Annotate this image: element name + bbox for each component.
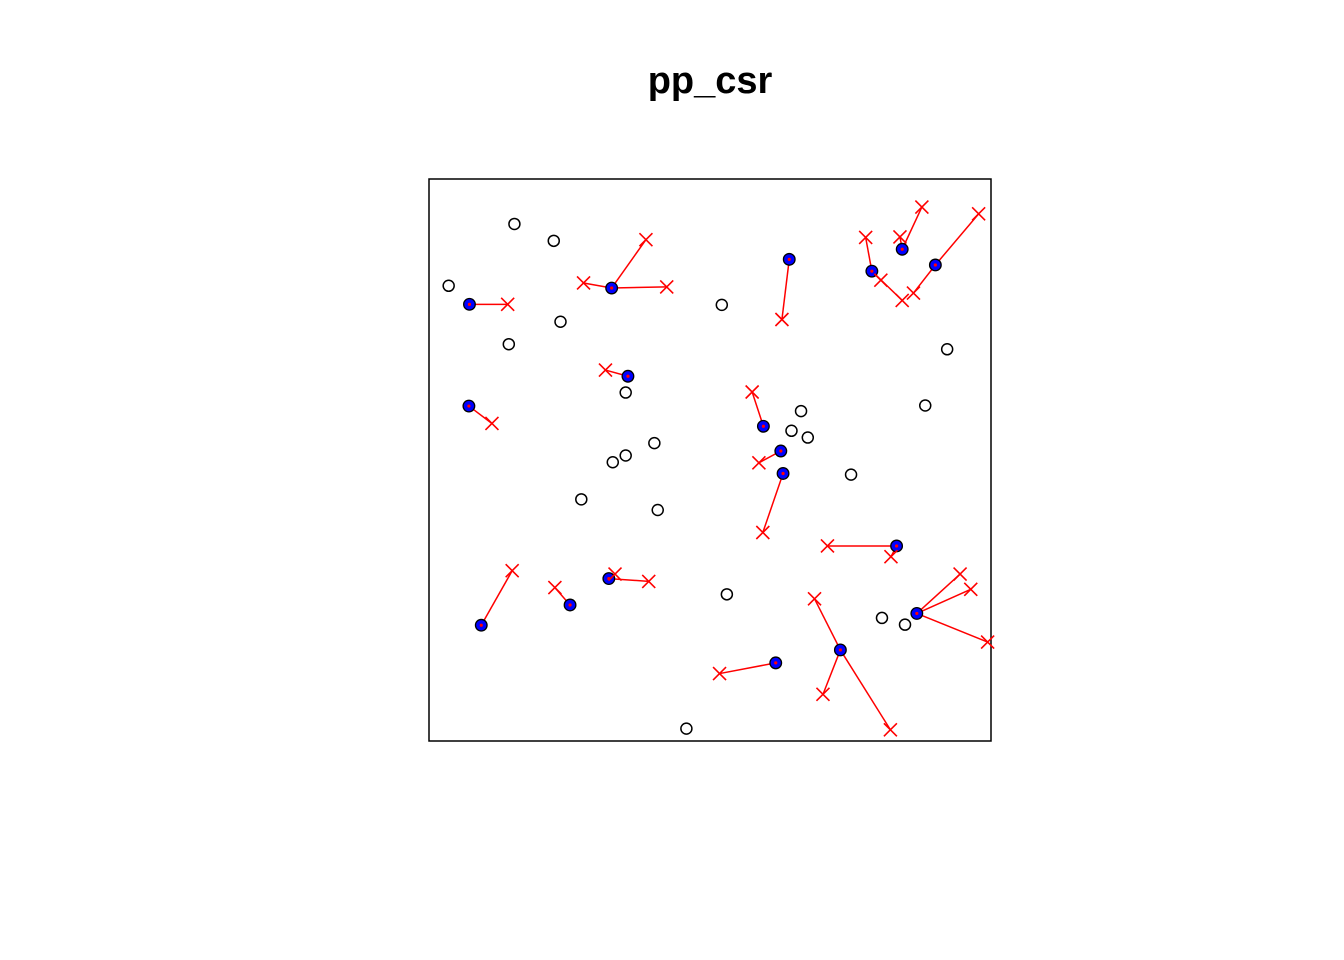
open-point (648, 436, 661, 450)
offspring-cross (505, 563, 520, 578)
open-point (619, 449, 632, 462)
open-point (651, 503, 664, 517)
parent-point-center (610, 286, 614, 290)
open-point (680, 722, 693, 735)
parent-point-center (838, 648, 842, 652)
cluster-link (719, 662, 776, 675)
open-point (844, 468, 858, 481)
offspring-cross (858, 230, 873, 245)
offspring-cross (914, 200, 929, 215)
offspring-cross (980, 635, 995, 650)
offspring-cross (963, 582, 978, 597)
parent-point-center (781, 471, 785, 476)
offspring-cross (883, 549, 899, 564)
offspring-cross (774, 312, 790, 327)
chart-title: pp_csr (648, 60, 773, 102)
parent-point-center (933, 263, 937, 267)
cluster-link (822, 649, 842, 695)
offspring-cross (815, 687, 831, 702)
offspring-points-layer (484, 200, 995, 737)
offspring-cross (500, 297, 515, 312)
open-point (575, 493, 588, 506)
parent-points-layer (462, 242, 942, 670)
open-point (785, 424, 798, 438)
parent-point-center (774, 661, 778, 665)
open-point (554, 315, 567, 328)
open-point (547, 234, 561, 248)
offspring-cross (883, 722, 898, 737)
cluster-link (916, 612, 988, 643)
open-point (940, 343, 954, 356)
parent-point-center (761, 424, 765, 428)
cluster-link (480, 570, 513, 626)
cluster-link (813, 598, 842, 651)
parent-point-center (779, 449, 783, 453)
offspring-cross (576, 275, 591, 291)
open-point (508, 217, 521, 231)
offspring-cross (484, 416, 500, 431)
parent-point-center (467, 302, 472, 306)
offspring-cross (906, 286, 921, 301)
cluster-link (934, 213, 980, 266)
offspring-cross (873, 273, 888, 288)
parent-point-center (787, 257, 791, 261)
open-point (898, 618, 912, 631)
offspring-cross (971, 206, 986, 221)
parent-point-center (626, 374, 630, 378)
open-point (442, 279, 455, 293)
open-point (619, 386, 632, 399)
cluster-link (611, 286, 667, 289)
links-layer (468, 206, 988, 731)
offspring-cross (820, 538, 835, 554)
plot-frame (428, 178, 992, 742)
open-point (875, 611, 889, 625)
cluster-link (781, 259, 790, 320)
open-point (720, 588, 734, 601)
open-point (794, 404, 808, 418)
cluster-link (916, 573, 961, 614)
offspring-cross (598, 363, 613, 378)
offspring-cross (751, 455, 766, 470)
open-point (918, 399, 932, 412)
cluster-link (611, 239, 647, 289)
parent-point-center (900, 247, 904, 251)
offspring-cross (745, 384, 760, 400)
cluster-link (608, 577, 649, 583)
offspring-cross (607, 567, 623, 582)
offspring-cross (895, 293, 910, 308)
offspring-cross (712, 666, 727, 681)
open-point (801, 431, 815, 444)
parent-point-center (479, 623, 483, 627)
cluster-link (839, 649, 892, 731)
parent-point-center (568, 603, 572, 607)
open-point (502, 337, 516, 351)
offspring-cross (892, 229, 908, 244)
offspring-cross (807, 591, 822, 606)
cluster-link (916, 588, 972, 615)
parent-point-center (467, 404, 471, 408)
open-point (715, 298, 729, 312)
offspring-cross (755, 525, 770, 540)
offspring-cross (641, 574, 656, 589)
offspring-cross (547, 580, 562, 595)
parent-point-center (915, 611, 919, 616)
open-points-layer (442, 217, 954, 735)
offspring-cross (659, 279, 674, 294)
open-point (606, 455, 620, 469)
parent-point-center (870, 269, 874, 273)
offspring-cross (638, 232, 653, 247)
offspring-cross (953, 567, 968, 582)
parent-point-center (894, 544, 899, 548)
cluster-link (762, 473, 784, 533)
